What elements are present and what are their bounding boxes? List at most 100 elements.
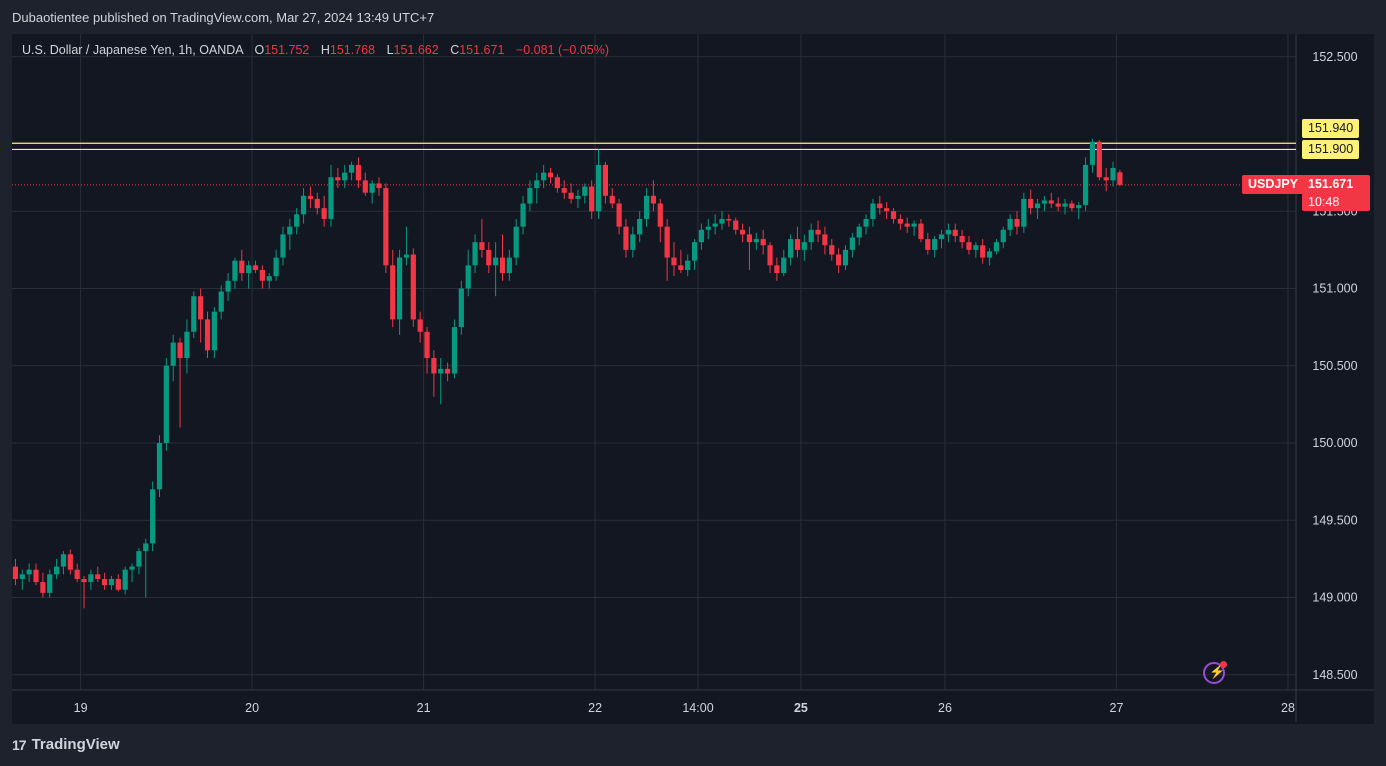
close-value: 151.671 (459, 43, 505, 57)
candle-body (801, 242, 807, 250)
y-tick-label: 149.500 (1312, 513, 1357, 527)
candle-body (890, 211, 897, 219)
lightning-icon[interactable] (1203, 662, 1225, 684)
candle-body (884, 208, 890, 212)
candle-body (445, 368, 451, 374)
candle-body (575, 195, 581, 199)
candle-body (863, 218, 869, 227)
candle-body (266, 276, 272, 281)
candle-body (479, 242, 485, 250)
candle-body (451, 327, 458, 374)
y-tick-label: 150.000 (1312, 436, 1357, 450)
candle-body (280, 234, 286, 258)
candle-body (67, 554, 73, 570)
candle-body (424, 331, 430, 359)
candle-body (1076, 205, 1082, 209)
candle-body (1021, 198, 1027, 227)
candle-body (486, 249, 492, 266)
symbol-price-tag: USDJPY (1242, 175, 1305, 194)
candle-body (602, 164, 608, 196)
candle-body (431, 358, 437, 374)
candle-body (746, 234, 753, 243)
open-value: 151.752 (264, 43, 310, 57)
candle-body (1082, 164, 1089, 206)
high-label: H (320, 43, 330, 57)
candle-body (836, 254, 842, 266)
candle-body (410, 254, 416, 320)
candle-body (911, 223, 917, 227)
x-tick-label: 20 (245, 701, 259, 715)
candle-body (60, 554, 67, 567)
brand-name: TradingView (31, 736, 120, 753)
tradingview-logo[interactable]: 17 TradingView (12, 736, 120, 753)
candle-body (1062, 203, 1068, 207)
last-price-tag: 151.671 10:48 (1302, 175, 1370, 211)
candle-body (739, 229, 746, 235)
candle-body (774, 265, 780, 274)
candle-body (225, 280, 231, 292)
candle-body (506, 257, 512, 274)
candle-body (314, 198, 320, 209)
x-tick-label: 21 (417, 701, 431, 715)
candle-body (88, 574, 94, 583)
candle-body (966, 242, 972, 250)
y-tick-label: 148.500 (1312, 668, 1357, 682)
candle-body (438, 368, 444, 374)
candle-body (355, 164, 362, 181)
candle-body (1089, 141, 1096, 165)
candle-body (794, 239, 801, 250)
candle-body (650, 195, 657, 204)
candle-body (239, 260, 245, 274)
candle-body (150, 489, 156, 544)
last-price-value: 151.671 (1308, 177, 1354, 191)
candle-body (129, 566, 135, 570)
low-label: L (386, 43, 394, 57)
candle-body (163, 365, 169, 443)
candle-body (369, 183, 375, 193)
tv-logo-icon: 17 (12, 736, 27, 753)
x-tick-label: 25 (794, 701, 808, 715)
candle-body (760, 239, 766, 246)
candle-body (335, 177, 341, 181)
candle-body (589, 186, 595, 212)
candle-body (870, 203, 876, 219)
candle-body (458, 288, 464, 328)
candle-body (753, 239, 759, 243)
candle-body (122, 569, 128, 590)
candle-body (547, 172, 554, 178)
candle-body (342, 172, 348, 181)
candle-body (973, 245, 979, 250)
candle-body (81, 578, 87, 583)
ohlc-legend: U.S. Dollar / Japanese Yen, 1h, OANDA O1… (22, 43, 609, 57)
candle-body (513, 226, 519, 258)
candle-body (191, 296, 197, 332)
candle-body (273, 257, 279, 277)
candle-body (472, 242, 478, 266)
notification-dot (1220, 661, 1227, 668)
candle-body (938, 234, 945, 240)
candle-body (1007, 218, 1013, 230)
candle-body (177, 342, 183, 359)
candle-body (1014, 218, 1020, 227)
candle-body (877, 203, 883, 209)
candle-body (582, 186, 588, 196)
high-value: 151.768 (329, 43, 376, 57)
candle-body (465, 265, 471, 289)
candle-body (136, 551, 142, 567)
candle-body (932, 239, 938, 250)
candle-body (156, 443, 163, 490)
candle-body (204, 319, 211, 351)
candle-body (300, 195, 307, 215)
candle-body (184, 331, 190, 359)
candle-body (781, 257, 787, 274)
candle-body (287, 226, 293, 235)
candle-body (383, 188, 389, 266)
candle-body (595, 164, 602, 212)
candle-body (671, 257, 677, 266)
candle-body (733, 220, 739, 230)
candle-body (259, 269, 265, 281)
candle-body (1110, 167, 1116, 181)
candle-body (390, 265, 396, 320)
candle-body (643, 195, 650, 219)
